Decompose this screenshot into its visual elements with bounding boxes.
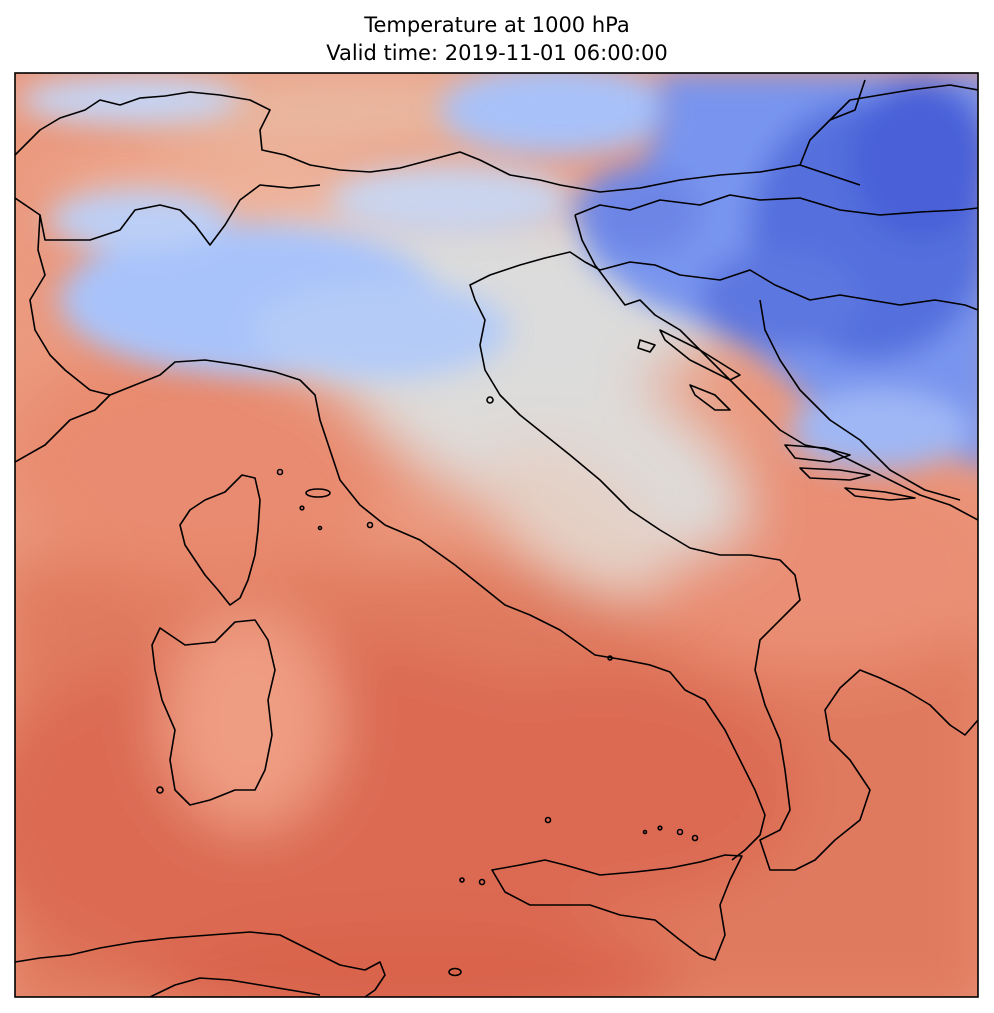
border-croatia-inland [599,261,978,311]
field-cool-layer [20,73,680,380]
border-slovenia [574,194,978,216]
coastline-tunisia [149,977,321,997]
border-austria-hungary [799,84,978,166]
island-pianosa [299,505,305,511]
coastline-sicily [491,854,743,961]
border-alps-north [15,91,861,193]
island-pantelleria [448,967,462,977]
island-montecristo [317,525,323,531]
islands-dalmatia-5 [844,487,916,501]
islands-dalmatia-4 [799,467,871,481]
coastline-corsica [179,474,261,606]
island-adriatic [486,396,494,404]
border-swiss [15,184,321,246]
islands-dalmatia-3 [784,444,851,463]
island-aeolian-3 [676,828,684,836]
coastlines-borders [15,79,978,997]
islands-dalmatia-6 [637,339,656,353]
island-ustica [544,816,552,824]
island-egadi-1 [459,877,465,883]
island-giglio [366,521,374,529]
coastline-north-africa [15,931,386,997]
coastline-sardinia [151,619,276,806]
islands-dalmatia-2 [689,384,731,411]
border-france-italy [29,214,111,396]
map-title: Temperature at 1000 hPa [364,13,630,37]
field-cold-layer [570,73,978,470]
valid-time-subtitle: Valid time: 2019-11-01 06:00:00 [326,41,668,65]
island-aeolian-2 [657,825,663,831]
island-aeolian-1 [642,829,648,835]
field-warm-layer [15,340,978,997]
island-elba [305,488,331,498]
island-egadi-2 [478,878,486,886]
island-sant-antioco [156,786,164,794]
island-capraia [276,468,284,476]
island-aeolian-4 [691,834,699,842]
island-ischia [607,655,613,661]
border-east-2 [829,79,866,121]
islands-dalmatia-1 [659,329,741,381]
border-balkan-east [759,299,961,501]
map-frame [14,72,979,998]
coastline-italy-tyrrhenian [15,359,766,861]
coastline-italy-adriatic [469,251,978,871]
